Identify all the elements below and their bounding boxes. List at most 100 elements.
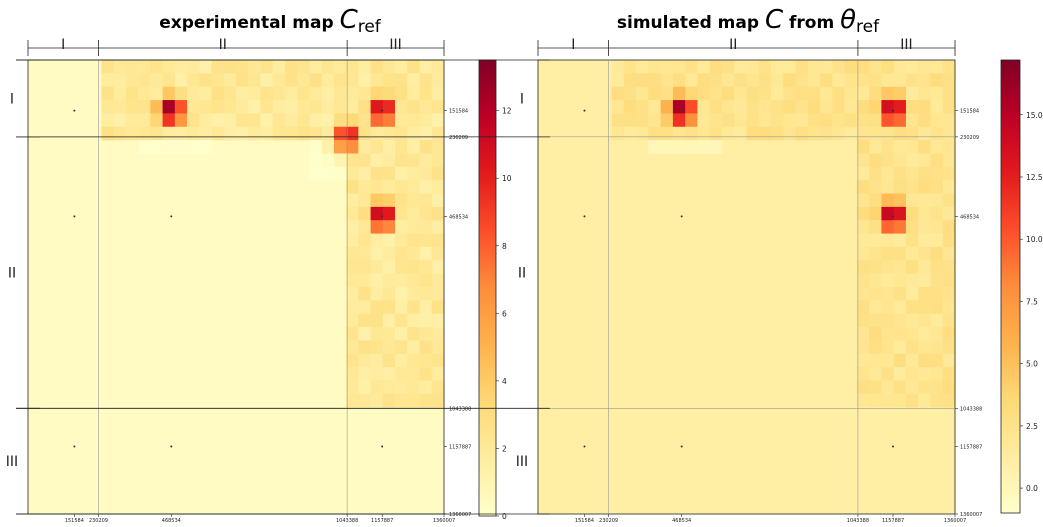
heatmap-cell (783, 73, 796, 88)
heatmap-cell (113, 86, 127, 101)
heatmap-cell (869, 180, 882, 194)
heatmap-cell (321, 100, 335, 114)
heatmap-cell (893, 60, 907, 74)
heatmap-cell (795, 86, 809, 101)
heatmap-cell (260, 86, 274, 101)
heatmap-cell (407, 260, 420, 274)
heatmap-cell (395, 126, 408, 141)
heatmap-cell (918, 273, 931, 288)
heatmap-cell (346, 260, 359, 274)
heatmap-cell (370, 287, 384, 301)
heatmap-cell (709, 113, 723, 128)
heatmap-cell (125, 100, 139, 114)
heatmap-cell (721, 113, 735, 128)
heatmap-cell (856, 327, 870, 341)
heatmap-cell (869, 126, 882, 141)
heatmap-cell (101, 100, 114, 114)
heatmap-cell (648, 140, 661, 154)
heatmap-cell (881, 153, 894, 168)
heatmap-cell (272, 126, 286, 141)
heatmap-cell (358, 206, 371, 221)
heatmap-cell (905, 380, 919, 395)
heatmap-cell (856, 393, 870, 408)
heatmap-cell (942, 126, 956, 141)
region-grid-lines (537, 59, 956, 515)
heatmap-cell (918, 353, 931, 368)
heatmap-cell (930, 287, 944, 301)
heatmap-cell (905, 153, 919, 168)
heatmap-cell (685, 126, 698, 141)
heatmap-cell (370, 153, 384, 168)
heatmap-cell (869, 313, 882, 328)
heatmap-cell (893, 100, 907, 114)
heatmap-cell (358, 273, 371, 288)
heatmap-cell (893, 327, 907, 341)
heatmap-cell (223, 73, 237, 88)
heatmap-cell (930, 86, 944, 101)
axis-ticks: 151584 151584 230209 230209 468534 468534 1043… (575, 109, 982, 524)
heatmap-cell (660, 60, 674, 74)
heatmap-cell (358, 327, 371, 341)
top-region-label: III (389, 37, 401, 53)
heatmap-cell (893, 287, 907, 301)
heatmap-cell (358, 220, 371, 234)
heatmap-cell (395, 60, 408, 74)
heatmap-cell (419, 393, 433, 408)
heatmap-cell (881, 353, 894, 368)
heatmap-cell (101, 126, 114, 141)
heatmap-cell (370, 367, 384, 381)
marker-dot (583, 445, 586, 448)
heatmap-cell (113, 126, 127, 141)
panel-title: simulated map C from θref (617, 5, 880, 37)
y-tick-label: 151584 (449, 109, 468, 115)
heatmap-cell (431, 246, 445, 261)
y-tick-label: 151584 (960, 109, 979, 115)
heatmap-cell (162, 86, 176, 101)
heatmap-cell (942, 180, 956, 194)
heatmap-cell (930, 180, 944, 194)
heatmap-cell (125, 126, 139, 141)
heatmap-cell (431, 340, 445, 355)
heatmap-cell (346, 206, 359, 221)
heatmap-cell (236, 113, 249, 128)
heatmap-cell (893, 86, 907, 101)
heatmap-cell (162, 140, 176, 154)
heatmap-cell (162, 113, 176, 128)
heatmap-cell (942, 100, 956, 114)
heatmap-cell (346, 393, 359, 408)
heatmap-cell (869, 166, 882, 181)
heatmap-cell (795, 126, 809, 141)
heatmap-cell (918, 313, 931, 328)
heatmap-cell (358, 353, 371, 368)
heatmap-cell (893, 393, 907, 408)
heatmap-cell (431, 113, 445, 128)
heatmap-cell (370, 393, 384, 408)
marker-dot (680, 215, 683, 218)
heatmap-cell (771, 86, 784, 101)
heatmap-cell (138, 113, 151, 128)
heatmap-cell (407, 233, 420, 248)
heatmap-cell (431, 126, 445, 141)
heatmap-cell (284, 73, 298, 88)
heatmap-cell (346, 287, 359, 301)
heatmap-cell (346, 353, 359, 368)
heatmap-cell (758, 73, 772, 88)
heatmap-cell (660, 113, 674, 128)
heatmap-cell (648, 126, 661, 141)
heatmap-cell (697, 86, 711, 101)
heatmap-cell (199, 126, 212, 141)
heatmap-cell (746, 86, 760, 101)
heatmap-cell (697, 113, 711, 128)
heatmap-cell (942, 300, 956, 315)
heatmap-cell (918, 246, 931, 261)
heatmap-cell (734, 86, 747, 101)
heatmap-cell (721, 73, 735, 88)
heatmap-cell (918, 380, 931, 395)
heatmap-cell (370, 380, 384, 395)
heatmap-cell (918, 100, 931, 114)
heatmap-cell (881, 246, 894, 261)
heatmap-cell (346, 273, 359, 288)
heatmap-cell (419, 353, 433, 368)
heatmap-cell (905, 140, 919, 154)
heatmap-cell (869, 113, 882, 128)
